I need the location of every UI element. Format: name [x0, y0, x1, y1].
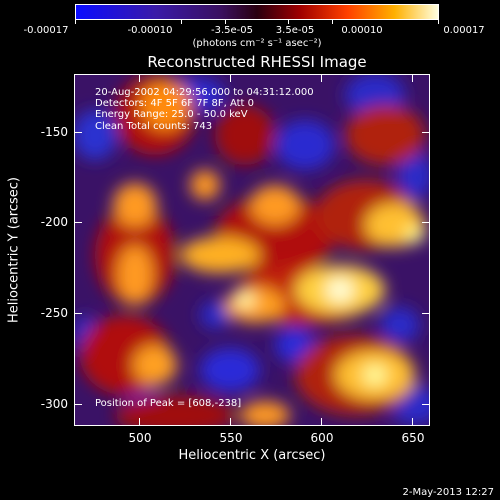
colorbar	[75, 4, 439, 20]
x-tick-mark-top	[230, 74, 231, 82]
detectors-info: Detectors: 4F 5F 6F 7F 8F, Att 0	[95, 98, 255, 109]
timestamp: 2-May-2013 12:27	[402, 487, 494, 498]
x-tick-label: 600	[310, 431, 334, 445]
colorbar-tick-label: 0.00010	[341, 25, 383, 36]
energy-range: Energy Range: 25.0 - 50.0 keV	[95, 109, 248, 120]
y-tick-mark-right	[422, 132, 430, 133]
x-tick-mark	[321, 418, 322, 426]
colorbar-tick	[332, 20, 333, 24]
x-tick-mark-top	[321, 74, 322, 82]
y-tick-label: -250	[40, 306, 68, 320]
observation-time: 20-Aug-2002 04:29:56.000 to 04:31:12.000	[95, 87, 314, 98]
y-tick-label: -300	[40, 397, 68, 411]
colorbar-tick	[225, 20, 226, 24]
x-tick-mark	[139, 418, 140, 426]
y-tick-label: -200	[40, 215, 68, 229]
rhessi-map-graphic	[75, 75, 429, 425]
x-tick-mark-top	[412, 74, 413, 82]
colorbar-tick-label: -0.00017	[23, 25, 69, 36]
y-tick-mark	[74, 222, 82, 223]
colorbar-tick	[288, 20, 289, 24]
x-axis-label: Heliocentric X (arcsec)	[178, 448, 326, 463]
x-tick-mark	[412, 418, 413, 426]
colorbar-tick-label: 3.5e-05	[275, 25, 315, 36]
x-tick-mark-top	[139, 74, 140, 82]
x-tick-label: 500	[128, 431, 152, 445]
y-tick-mark-right	[422, 313, 430, 314]
y-tick-mark	[74, 132, 82, 133]
colorbar-tick-label: -3.5e-05	[211, 25, 253, 36]
x-tick-label: 550	[219, 431, 243, 445]
colorbar-tick-label: 0.00017	[443, 25, 485, 36]
colorbar-tick-label: -0.00010	[127, 25, 173, 36]
y-tick-mark-right	[422, 404, 430, 405]
x-tick-label: 650	[401, 431, 425, 445]
colorbar-ticks	[75, 20, 439, 24]
y-tick-mark-right	[422, 222, 430, 223]
colorbar-tick	[75, 20, 76, 24]
y-axis-label: Heliocentric Y (arcsec)	[6, 177, 22, 323]
y-tick-mark	[74, 404, 82, 405]
rhessi-image	[74, 74, 430, 426]
algorithm-counts: Clean Total counts: 743	[95, 121, 213, 132]
colorbar-unit: (photons cm⁻² s⁻¹ asec⁻²)	[192, 38, 322, 49]
colorbar-tick	[438, 20, 439, 24]
y-tick-label: -150	[40, 125, 68, 139]
colorbar-tick	[181, 20, 182, 24]
peak-position: Position of Peak = [608,-238]	[95, 398, 242, 409]
y-tick-mark	[74, 313, 82, 314]
image-title: Reconstructed RHESSI Image	[147, 53, 367, 71]
x-tick-mark	[230, 418, 231, 426]
